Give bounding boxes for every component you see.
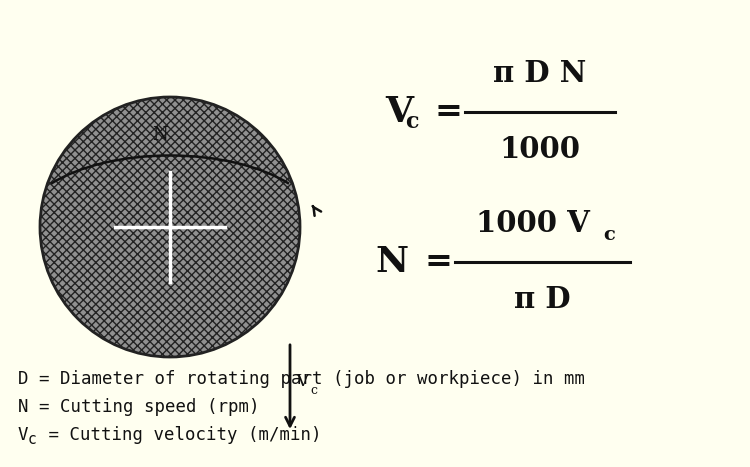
Text: V: V <box>385 95 413 129</box>
Text: c: c <box>604 226 616 244</box>
Text: =: = <box>435 95 463 128</box>
Text: V: V <box>18 426 28 444</box>
Text: 1000: 1000 <box>500 135 580 164</box>
Text: V: V <box>296 374 308 390</box>
Text: π D: π D <box>514 285 571 314</box>
Text: π D N: π D N <box>494 59 586 89</box>
Text: N: N <box>152 126 168 143</box>
Text: N = Cutting speed (rpm): N = Cutting speed (rpm) <box>18 398 260 416</box>
Text: = Cutting velocity (m/min): = Cutting velocity (m/min) <box>38 426 322 444</box>
Text: =: = <box>425 246 453 278</box>
Text: N: N <box>375 245 408 279</box>
Text: c: c <box>310 383 317 396</box>
Ellipse shape <box>40 97 300 357</box>
Text: c: c <box>28 432 37 446</box>
Text: 1000 V: 1000 V <box>476 210 590 239</box>
Text: D = Diameter of rotating part (job or workpiece) in mm: D = Diameter of rotating part (job or wo… <box>18 370 585 388</box>
Text: c: c <box>405 111 418 133</box>
